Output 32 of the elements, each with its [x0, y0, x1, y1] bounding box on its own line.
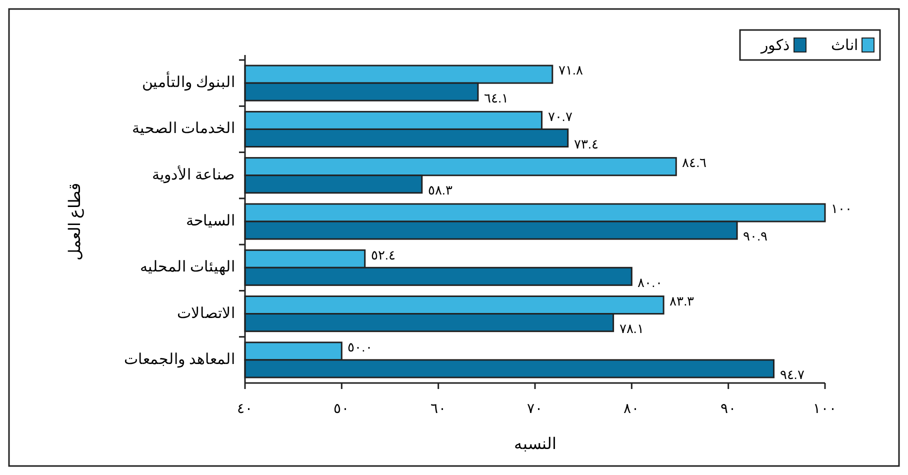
x-tick-label: ٤٠ — [237, 400, 253, 416]
data-label: ٥٠.٠ — [348, 340, 372, 355]
x-tick-label: ٨٠ — [624, 400, 640, 416]
data-label: ٨٠.٠ — [638, 274, 662, 290]
data-label: ٩٤.٧ — [780, 367, 804, 382]
x-tick-label: ٦٠ — [430, 400, 446, 416]
y-tick-label: صناعة الأدوية — [152, 165, 235, 184]
y-axis-title: قطاع العمل — [67, 182, 84, 261]
data-label: ٨٤.٦ — [682, 155, 707, 170]
y-tick-label: الخدمات الصحية — [132, 120, 235, 138]
legend-label: ذكور — [760, 37, 790, 54]
y-tick-label: السياحة — [186, 212, 235, 230]
y-tick-label: الهيئات المحليه — [140, 258, 235, 276]
x-tick-label: ١٠٠ — [813, 400, 837, 416]
data-label: ٨٣.٣ — [670, 293, 694, 308]
data-label: ٥٨.٣ — [428, 182, 453, 198]
data-label: ١٠٠ — [831, 201, 852, 216]
x-tick-label: ٥٠ — [334, 400, 350, 416]
data-label: ٩٠.٩ — [743, 228, 768, 244]
data-label: ٧٠.٧ — [548, 108, 572, 124]
data-label: ٧٨.١ — [619, 320, 644, 336]
x-tick-label: ٧٠ — [527, 400, 543, 416]
y-tick-label: البنوك والتأمين — [142, 72, 235, 92]
data-label: ٧١.٨ — [558, 62, 584, 78]
x-axis-title: النسبه — [514, 436, 556, 453]
legend-label: اناث — [831, 37, 858, 54]
x-tick-label: ٩٠ — [720, 400, 736, 416]
data-label: ٥٢.٤ — [370, 247, 396, 262]
data-label: ٦٤.١ — [484, 90, 509, 106]
y-tick-label: المعاهد والجمعات — [124, 350, 235, 368]
y-tick-label: الاتصالات — [177, 304, 235, 322]
data-label: ٧٣.٤ — [574, 136, 598, 152]
